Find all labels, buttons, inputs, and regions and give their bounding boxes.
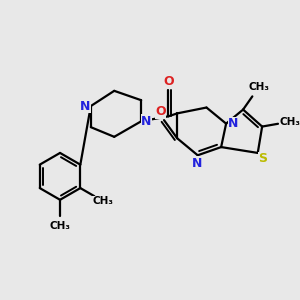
- Text: N: N: [228, 117, 239, 130]
- Text: CH₃: CH₃: [279, 117, 300, 127]
- Text: CH₃: CH₃: [249, 82, 270, 92]
- Text: N: N: [80, 100, 91, 112]
- Text: O: O: [155, 105, 166, 119]
- Text: N: N: [141, 115, 152, 128]
- Text: S: S: [259, 152, 268, 165]
- Text: O: O: [163, 75, 174, 88]
- Text: N: N: [192, 157, 202, 170]
- Text: CH₃: CH₃: [93, 196, 114, 206]
- Text: CH₃: CH₃: [50, 221, 70, 231]
